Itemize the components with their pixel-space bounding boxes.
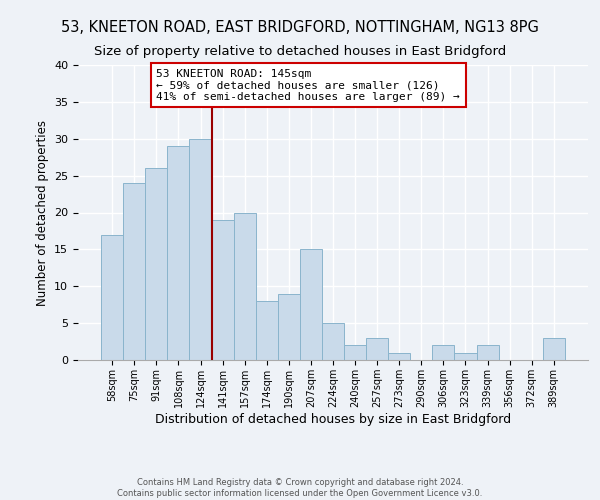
Bar [476, 345, 499, 360]
Bar [322, 323, 344, 360]
Bar [433, 345, 454, 360]
Bar [190, 138, 212, 360]
Text: Contains HM Land Registry data © Crown copyright and database right 2024.
Contai: Contains HM Land Registry data © Crown c… [118, 478, 482, 498]
Bar [233, 212, 256, 360]
Bar [300, 250, 322, 360]
Bar [256, 301, 278, 360]
Bar [344, 345, 366, 360]
Bar [123, 183, 145, 360]
Bar [167, 146, 190, 360]
Bar [388, 352, 410, 360]
Bar [145, 168, 167, 360]
Text: Size of property relative to detached houses in East Bridgford: Size of property relative to detached ho… [94, 45, 506, 58]
X-axis label: Distribution of detached houses by size in East Bridgford: Distribution of detached houses by size … [155, 412, 511, 426]
Text: 53, KNEETON ROAD, EAST BRIDGFORD, NOTTINGHAM, NG13 8PG: 53, KNEETON ROAD, EAST BRIDGFORD, NOTTIN… [61, 20, 539, 35]
Bar [212, 220, 233, 360]
Bar [543, 338, 565, 360]
Bar [454, 352, 476, 360]
Y-axis label: Number of detached properties: Number of detached properties [35, 120, 49, 306]
Bar [101, 234, 123, 360]
Bar [366, 338, 388, 360]
Bar [278, 294, 300, 360]
Text: 53 KNEETON ROAD: 145sqm
← 59% of detached houses are smaller (126)
41% of semi-d: 53 KNEETON ROAD: 145sqm ← 59% of detache… [157, 68, 460, 102]
